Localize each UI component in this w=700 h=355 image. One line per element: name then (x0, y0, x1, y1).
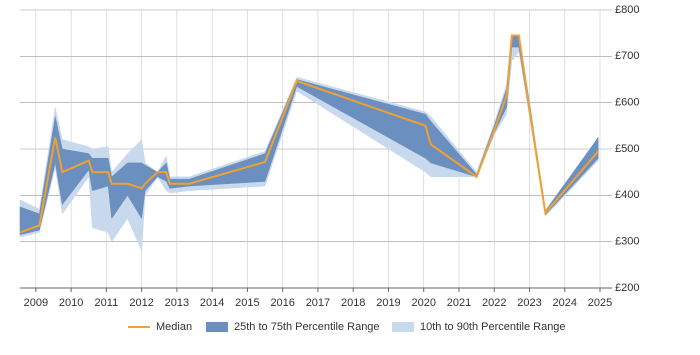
x-tick-label: 2020 (411, 297, 435, 309)
legend-label: 10th to 90th Percentile Range (420, 321, 566, 333)
y-tick-label: £700 (615, 50, 639, 62)
x-tick-label: 2010 (59, 297, 83, 309)
x-tick-label: 2009 (24, 297, 48, 309)
percentile-band (19, 35, 599, 236)
x-tick-label: 2012 (129, 297, 153, 309)
x-tick-label: 2021 (447, 297, 471, 309)
x-tick-label: 2017 (306, 297, 330, 309)
x-tick-label: 2016 (270, 297, 294, 309)
legend-swatch (206, 322, 228, 332)
x-tick-label: 2013 (165, 297, 189, 309)
x-tick-label: 2024 (553, 297, 577, 309)
x-tick-label: 2011 (95, 297, 119, 309)
legend-label: 25th to 75th Percentile Range (234, 321, 380, 333)
x-tick-label: 2023 (517, 297, 541, 309)
y-tick-label: £500 (615, 143, 639, 155)
x-tick-label: 2022 (482, 297, 506, 309)
y-tick-label: £400 (615, 189, 639, 201)
x-tick-label: 2018 (341, 297, 365, 309)
x-tick-label: 2014 (200, 297, 224, 309)
y-tick-label: £600 (615, 97, 639, 109)
x-tick-label: 2025 (588, 297, 612, 309)
y-tick-label: £200 (615, 282, 639, 294)
x-tick-label: 2015 (235, 297, 259, 309)
median-line (19, 34, 600, 234)
legend-swatch (392, 322, 414, 332)
legend-label: Median (156, 321, 192, 333)
percentile-band (19, 35, 599, 252)
y-tick-label: £800 (615, 4, 639, 16)
x-tick-label: 2019 (376, 297, 400, 309)
y-tick-label: £300 (615, 236, 639, 248)
